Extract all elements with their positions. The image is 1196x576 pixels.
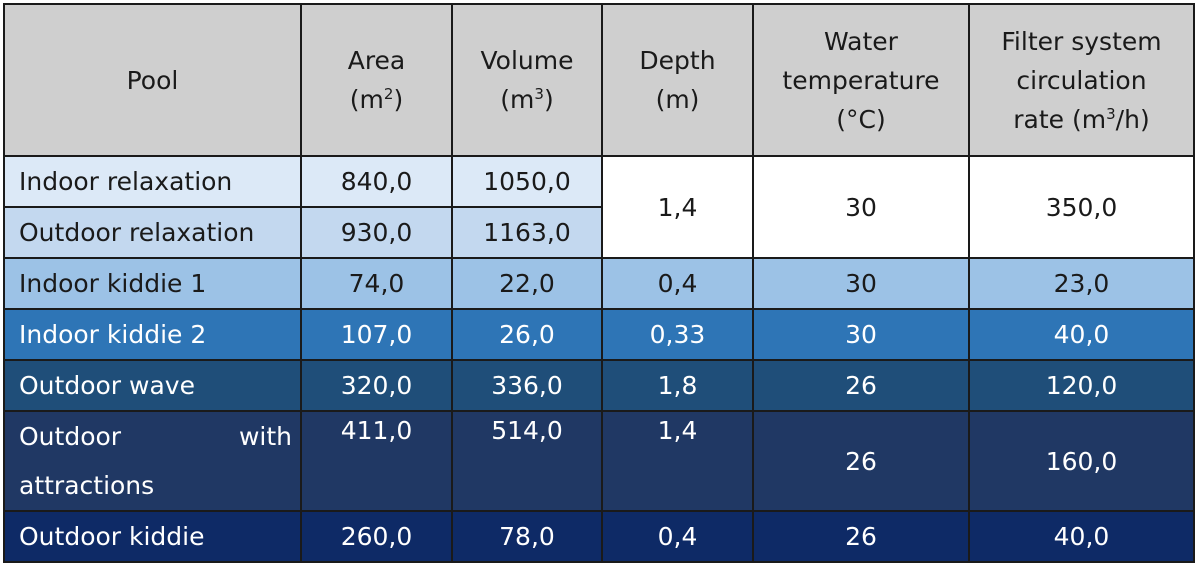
- header-volume-unit-close: ): [543, 85, 554, 114]
- cell-depth: 1,4: [601, 155, 754, 259]
- cell-area: 930,0: [300, 206, 453, 259]
- cell-volume: 22,0: [451, 257, 603, 310]
- header-filter-rate: Filter system circulation rate (m3/h): [968, 3, 1195, 157]
- cell-filter: 40,0: [968, 510, 1195, 563]
- cell-pool: Indoor relaxation: [3, 155, 302, 208]
- header-area-unit: (m: [349, 85, 384, 114]
- cell-area: 411,0: [300, 410, 453, 512]
- header-area-sup: 2: [383, 85, 394, 103]
- header-volume-sup: 3: [534, 85, 544, 103]
- cell-area: 260,0: [300, 510, 453, 563]
- cell-pool: Indoor kiddie 2: [3, 308, 302, 361]
- header-area-text: Area: [347, 46, 406, 75]
- cell-volume: 1050,0: [451, 155, 603, 208]
- cell-area: 320,0: [300, 359, 453, 412]
- table-row: Indoor relaxation 840,0 1050,0 1,4 30 35…: [3, 155, 1195, 259]
- cell-volume: 26,0: [451, 308, 603, 361]
- cell-temp: 30: [752, 257, 970, 310]
- header-depth-unit: (m): [655, 85, 700, 114]
- cell-depth: 0,4: [601, 257, 754, 310]
- table-row: Indoor kiddie 1 74,0 22,0 0,4 30 23,0: [3, 257, 1195, 310]
- header-depth-text: Depth: [639, 46, 716, 75]
- cell-temp: 30: [752, 155, 970, 259]
- cell-area: 107,0: [300, 308, 453, 361]
- cell-volume: 514,0: [451, 410, 603, 512]
- header-volume-unit: (m: [500, 85, 535, 114]
- header-water-line3: (°C): [836, 104, 886, 134]
- header-filter-line1: Filter system: [1001, 26, 1162, 56]
- cell-temp: 30: [752, 308, 970, 361]
- cell-filter: 160,0: [968, 410, 1195, 512]
- cell-depth: 0,33: [601, 308, 754, 361]
- cell-filter: 120,0: [968, 359, 1195, 412]
- cell-pool: Outdoor relaxation: [3, 206, 302, 259]
- table-row: Indoor kiddie 2 107,0 26,0 0,33 30 40,0: [3, 308, 1195, 361]
- cell-temp: 26: [752, 510, 970, 563]
- header-filter-line2: circulation: [1016, 65, 1147, 95]
- cell-pool: Indoor kiddie 1: [3, 257, 302, 310]
- pool-specs-table: Pool Area (m2) Volume (m3) Depth (m) Wat…: [3, 3, 1195, 563]
- cell-pool: Outdoor with attractions: [3, 410, 302, 512]
- header-water-line2: temperature: [782, 65, 940, 95]
- header-filter-line3-end: /h): [1115, 104, 1150, 134]
- header-water-temperature: Water temperature (°C): [752, 3, 970, 157]
- cell-filter: 350,0: [968, 155, 1195, 259]
- table-row: Outdoor with attractions 411,0 514,0 1,4…: [3, 410, 1195, 512]
- cell-pool: Outdoor kiddie: [3, 510, 302, 563]
- cell-area: 74,0: [300, 257, 453, 310]
- cell-volume: 336,0: [451, 359, 603, 412]
- header-volume-text: Volume: [480, 46, 574, 75]
- cell-volume: 78,0: [451, 510, 603, 563]
- cell-filter: 23,0: [968, 257, 1195, 310]
- table-row: Outdoor relaxation 930,0 1163,0: [3, 206, 1194, 259]
- header-filter-line3: rate (m: [1013, 104, 1107, 134]
- cell-filter: 40,0: [968, 308, 1195, 361]
- header-depth: Depth (m): [601, 3, 754, 157]
- cell-depth: 0,4: [601, 510, 754, 563]
- header-volume: Volume (m3): [451, 3, 603, 157]
- table-row: Outdoor wave 320,0 336,0 1,8 26 120,0: [3, 359, 1195, 412]
- header-pool: Pool: [3, 3, 302, 157]
- cell-temp: 26: [752, 359, 970, 412]
- header-area-unit-close: ): [393, 85, 404, 114]
- header-water-line1: Water: [824, 26, 898, 56]
- table-row: Outdoor kiddie 260,0 78,0 0,4 26 40,0: [3, 510, 1195, 563]
- cell-pool: Outdoor wave: [3, 359, 302, 412]
- cell-area: 840,0: [300, 155, 453, 208]
- header-pool-text: Pool: [126, 65, 179, 95]
- cell-temp: 26: [752, 410, 970, 512]
- header-row: Pool Area (m2) Volume (m3) Depth (m) Wat…: [3, 3, 1195, 157]
- cell-depth: 1,8: [601, 359, 754, 412]
- header-filter-sup: 3: [1106, 104, 1116, 123]
- cell-depth: 1,4: [601, 410, 754, 512]
- cell-volume: 1163,0: [451, 206, 603, 259]
- header-area: Area (m2): [300, 3, 453, 157]
